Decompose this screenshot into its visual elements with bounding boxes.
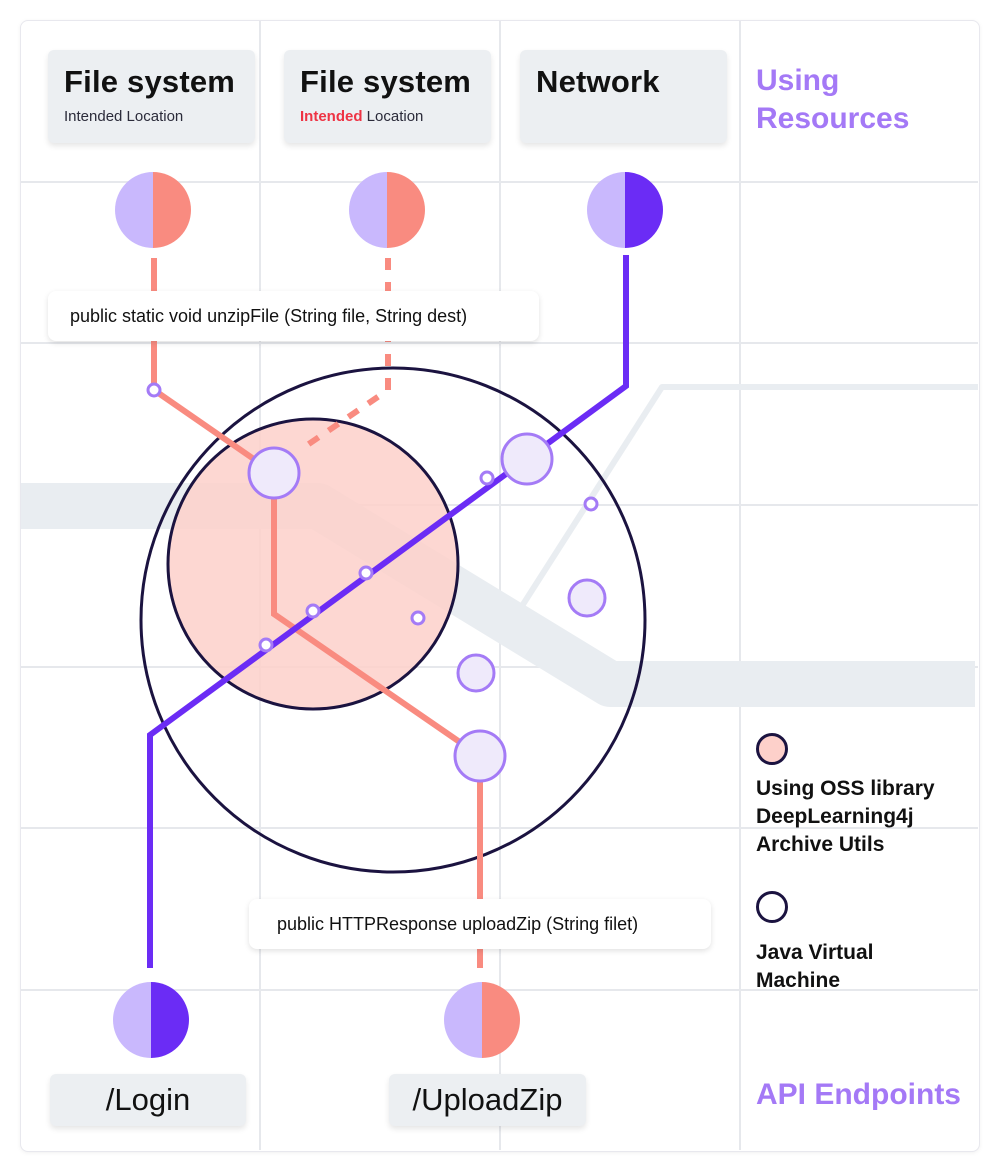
half-circle-right	[387, 172, 425, 248]
large-nodes	[247, 432, 607, 783]
legend-line: Archive Utils	[756, 833, 885, 856]
node	[453, 729, 507, 783]
legend-jvm-swatch	[756, 891, 788, 923]
resource-subtitle-text: Intended Location	[64, 108, 184, 125]
legend-line: DeepLearning4j	[756, 805, 914, 828]
small-node	[410, 610, 426, 626]
half-circle-left	[115, 172, 153, 248]
node	[500, 432, 554, 486]
legend-line: Machine	[756, 969, 841, 992]
unzip-file-signature: public static void unzipFile (String fil…	[48, 291, 539, 341]
filesystem-line	[151, 258, 483, 968]
thin-band	[519, 384, 978, 608]
legend-oss-swatch	[756, 733, 788, 765]
endpoint-login: /Login	[50, 1074, 246, 1126]
small-node	[479, 470, 495, 486]
half-circle-right	[151, 982, 189, 1058]
intended-filesystem-dashed-line	[298, 258, 391, 453]
half-circle-right	[482, 982, 520, 1058]
small-node	[258, 637, 274, 653]
wide-band	[21, 483, 975, 707]
node	[456, 653, 496, 693]
using-resources-heading: Using Resources	[756, 62, 909, 138]
api-endpoints-heading: API Endpoints	[756, 1078, 961, 1111]
upload-zip-signature: public HTTPResponse uploadZip (String fi…	[249, 899, 711, 949]
resource-box-network: Network	[520, 50, 727, 143]
resource-box-filesystem: File system Intended Location	[48, 50, 255, 143]
endpoint-half-circles	[113, 982, 520, 1058]
filesystem-path	[151, 258, 483, 968]
resource-subtitle-text: Location	[362, 108, 424, 125]
half-circle-left	[349, 172, 387, 248]
heading-line: Resources	[756, 102, 910, 135]
resource-subtitle: Intended Location	[64, 108, 239, 125]
legend-line: Java Virtual	[756, 941, 874, 964]
node	[567, 578, 607, 618]
half-circle-left	[587, 172, 625, 248]
half-circle-left	[444, 982, 482, 1058]
half-circle-right	[625, 172, 663, 248]
resource-box-filesystem-intended: File system Intended Location	[284, 50, 491, 143]
small-nodes	[146, 382, 599, 653]
resource-title: File system	[300, 64, 472, 99]
jvm-circle	[139, 366, 647, 874]
legend-oss-label: Using OSS library DeepLearning4j Archive…	[756, 775, 935, 859]
legend-jvm-label: Java Virtual Machine	[756, 939, 874, 995]
half-circle-left	[113, 982, 151, 1058]
small-node	[583, 496, 599, 512]
resource-half-circles	[115, 172, 663, 248]
network-line	[147, 255, 629, 968]
half-circle-right	[153, 172, 191, 248]
resource-title: Network	[536, 64, 660, 99]
heading-line: Using	[756, 64, 840, 97]
small-node	[146, 382, 162, 398]
small-node	[358, 565, 374, 581]
resource-subtitle-highlight: Intended	[300, 108, 363, 125]
legend-line: Using OSS library	[756, 777, 935, 800]
resource-subtitle: Intended Location	[300, 108, 475, 125]
node	[247, 446, 301, 500]
small-node	[305, 603, 321, 619]
oss-library-circle	[166, 417, 460, 711]
resource-title: File system	[64, 64, 236, 99]
endpoint-uploadzip: /UploadZip	[389, 1074, 586, 1126]
